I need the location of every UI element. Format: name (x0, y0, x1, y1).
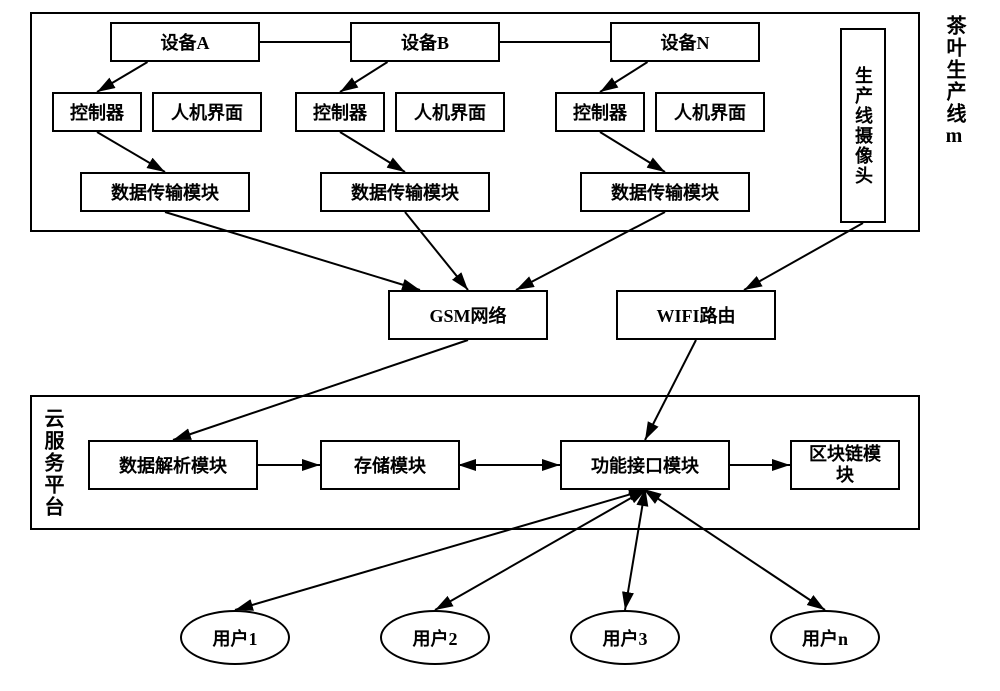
node-store: 存储模块 (320, 440, 460, 490)
node-devA: 设备A (110, 22, 260, 62)
node-camera: 生产线摄像头 (840, 28, 886, 223)
node-user2: 用户2 (380, 610, 490, 665)
node-block: 区块链模块 (790, 440, 900, 490)
node-ctrlN: 控制器 (555, 92, 645, 132)
cloud-label: 云服务平台 (38, 408, 67, 518)
node-dtB: 数据传输模块 (320, 172, 490, 212)
node-hmiN: 人机界面 (655, 92, 765, 132)
node-gsm: GSM网络 (388, 290, 548, 340)
tea-line-label: 茶叶生产线m (940, 15, 969, 149)
node-func: 功能接口模块 (560, 440, 730, 490)
node-ctrlB: 控制器 (295, 92, 385, 132)
node-hmiA: 人机界面 (152, 92, 262, 132)
node-hmiB: 人机界面 (395, 92, 505, 132)
node-user3: 用户3 (570, 610, 680, 665)
node-dtA: 数据传输模块 (80, 172, 250, 212)
node-ctrlA: 控制器 (52, 92, 142, 132)
node-parse: 数据解析模块 (88, 440, 258, 490)
node-usern: 用户n (770, 610, 880, 665)
node-devN: 设备N (610, 22, 760, 62)
node-wifi: WIFI路由 (616, 290, 776, 340)
node-user1: 用户1 (180, 610, 290, 665)
node-dtN: 数据传输模块 (580, 172, 750, 212)
node-devB: 设备B (350, 22, 500, 62)
